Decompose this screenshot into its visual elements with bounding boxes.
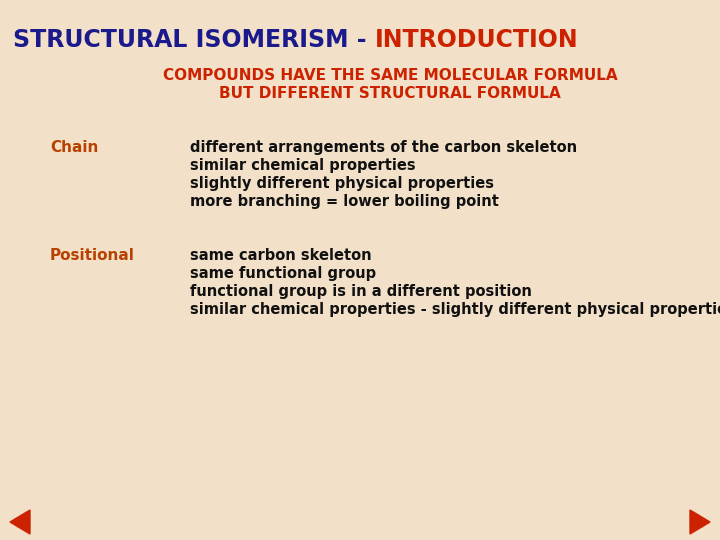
Polygon shape — [690, 510, 710, 534]
Text: different arrangements of the carbon skeleton: different arrangements of the carbon ske… — [190, 140, 577, 155]
Text: STRUCTURAL ISOMERISM -: STRUCTURAL ISOMERISM - — [13, 28, 375, 52]
Polygon shape — [10, 510, 30, 534]
Text: functional group is in a different position: functional group is in a different posit… — [190, 284, 532, 299]
Text: INTRODUCTION: INTRODUCTION — [375, 28, 579, 52]
Text: similar chemical properties: similar chemical properties — [190, 158, 415, 173]
Text: Positional: Positional — [50, 248, 135, 263]
Text: more branching = lower boiling point: more branching = lower boiling point — [190, 194, 499, 209]
Text: slightly different physical properties: slightly different physical properties — [190, 176, 494, 191]
Text: BUT DIFFERENT STRUCTURAL FORMULA: BUT DIFFERENT STRUCTURAL FORMULA — [219, 85, 561, 100]
Text: same carbon skeleton: same carbon skeleton — [190, 248, 372, 263]
Text: COMPOUNDS HAVE THE SAME MOLECULAR FORMULA: COMPOUNDS HAVE THE SAME MOLECULAR FORMUL… — [163, 69, 617, 84]
Text: Chain: Chain — [50, 140, 99, 155]
Text: similar chemical properties - slightly different physical properties: similar chemical properties - slightly d… — [190, 302, 720, 317]
Text: same functional group: same functional group — [190, 266, 376, 281]
